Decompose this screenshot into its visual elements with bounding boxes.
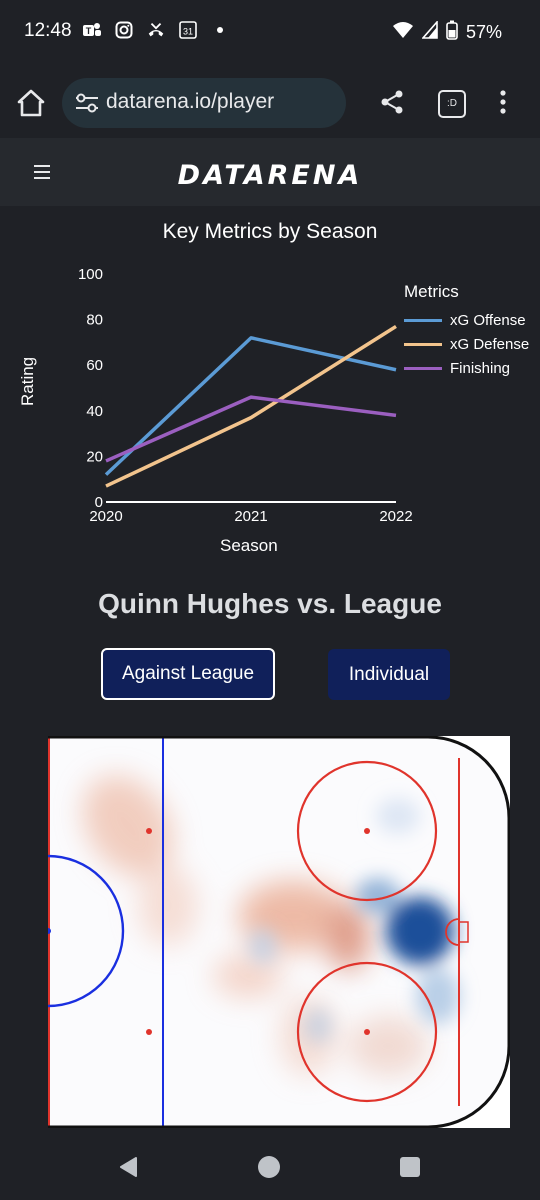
teams-icon: T — [82, 20, 102, 40]
wifi-icon — [392, 21, 414, 44]
x-tick-label: 2022 — [379, 508, 412, 525]
individual-button[interactable]: Individual — [328, 649, 450, 700]
status-time: 12:48 — [24, 20, 72, 41]
url-text[interactable]: datarena.io/player — [106, 90, 275, 113]
legend-swatch — [404, 318, 442, 322]
battery-icon — [446, 20, 458, 45]
home-icon[interactable] — [14, 86, 48, 120]
tab-switcher-button[interactable]: :D — [438, 90, 466, 118]
site-header: DATARENA — [0, 138, 540, 206]
series-line-finishing — [105, 395, 397, 463]
neutral-dot-bottom — [146, 1029, 152, 1035]
rink-boards — [48, 736, 510, 1128]
y-tick-label: 0 — [95, 494, 103, 511]
datarena-logo[interactable]: DATARENA — [154, 150, 386, 194]
instagram-icon — [114, 20, 134, 40]
y-tick-label: 100 — [78, 266, 103, 283]
legend-label: xG Defense — [450, 335, 530, 353]
legend-swatch — [404, 342, 442, 346]
back-icon[interactable] — [118, 1156, 140, 1178]
browser-toolbar: datarena.io/player :D — [0, 64, 540, 138]
system-icons: 57% — [392, 19, 502, 45]
signal-icon — [421, 19, 438, 44]
recents-icon[interactable] — [400, 1157, 420, 1177]
legend-item[interactable]: xG Offense — [404, 308, 529, 332]
logo-text: DATARENA — [178, 160, 363, 191]
y-tick-label: 60 — [86, 357, 103, 374]
site-settings-icon[interactable] — [74, 92, 100, 114]
series-line-xg-defense — [105, 324, 397, 488]
legend-label: Finishing — [450, 359, 511, 377]
hamburger-menu-icon[interactable] — [34, 165, 50, 179]
battery-percent: 57% — [465, 22, 502, 42]
rink-svg — [48, 736, 510, 1128]
series-line-xg-offense — [104, 336, 397, 476]
neutral-dot-top — [146, 828, 152, 834]
chart-title: Key Metrics by Season — [162, 220, 378, 243]
status-bar: 12:48 T 31 57% — [0, 0, 540, 64]
legend-item[interactable]: xG Defense — [404, 332, 529, 356]
y-tick-label: 80 — [86, 312, 103, 329]
share-icon[interactable] — [378, 88, 406, 116]
missed-call-icon — [146, 20, 166, 40]
legend-title: Metrics — [404, 282, 459, 301]
goal-net — [458, 921, 469, 943]
faceoff-circle-top — [296, 760, 438, 902]
more-options-icon[interactable] — [498, 88, 508, 116]
against-league-button[interactable]: Against League — [101, 648, 275, 700]
center-faceoff-dot — [48, 928, 51, 934]
legend-swatch — [404, 366, 442, 370]
svg-text:T: T — [86, 26, 92, 36]
faceoff-dot-bottom — [364, 1029, 370, 1035]
y-tick-label: 40 — [86, 403, 103, 420]
x-axis-label: Season — [220, 536, 278, 555]
chart-plot: 0 20 40 60 80 100 2020 2021 2022 — [78, 266, 413, 525]
y-tick-label: 20 — [86, 448, 103, 465]
chart-legend: Metrics xG Offense xG Defense Finishing — [404, 282, 529, 380]
notification-icons: T 31 — [82, 20, 230, 40]
faceoff-circle-bottom — [296, 961, 438, 1103]
center-faceoff-circle — [48, 854, 125, 1008]
x-tick-label: 2021 — [234, 508, 267, 525]
y-axis-label: Rating — [18, 356, 37, 406]
calendar-day: 31 — [183, 27, 193, 37]
home-circle-icon[interactable] — [258, 1156, 280, 1178]
goal-crease — [445, 918, 460, 946]
heatmap-layer — [48, 736, 510, 1128]
legend-label: xG Offense — [450, 311, 526, 329]
dot-icon — [210, 20, 230, 40]
android-nav-bar — [0, 1136, 540, 1200]
rink-markings — [48, 736, 510, 1128]
x-tick-label: 2020 — [89, 508, 122, 525]
faceoff-dot-top — [364, 828, 370, 834]
calendar-icon: 31 — [178, 20, 198, 40]
rink-heatmap[interactable] — [48, 736, 510, 1128]
legend-item[interactable]: Finishing — [404, 356, 529, 380]
metrics-chart: Key Metrics by Season 0 20 40 60 80 100 2020 20… — [0, 206, 540, 566]
address-bar[interactable]: datarena.io/player — [62, 78, 346, 128]
player-comparison-title: Quinn Hughes vs. League — [98, 588, 442, 619]
